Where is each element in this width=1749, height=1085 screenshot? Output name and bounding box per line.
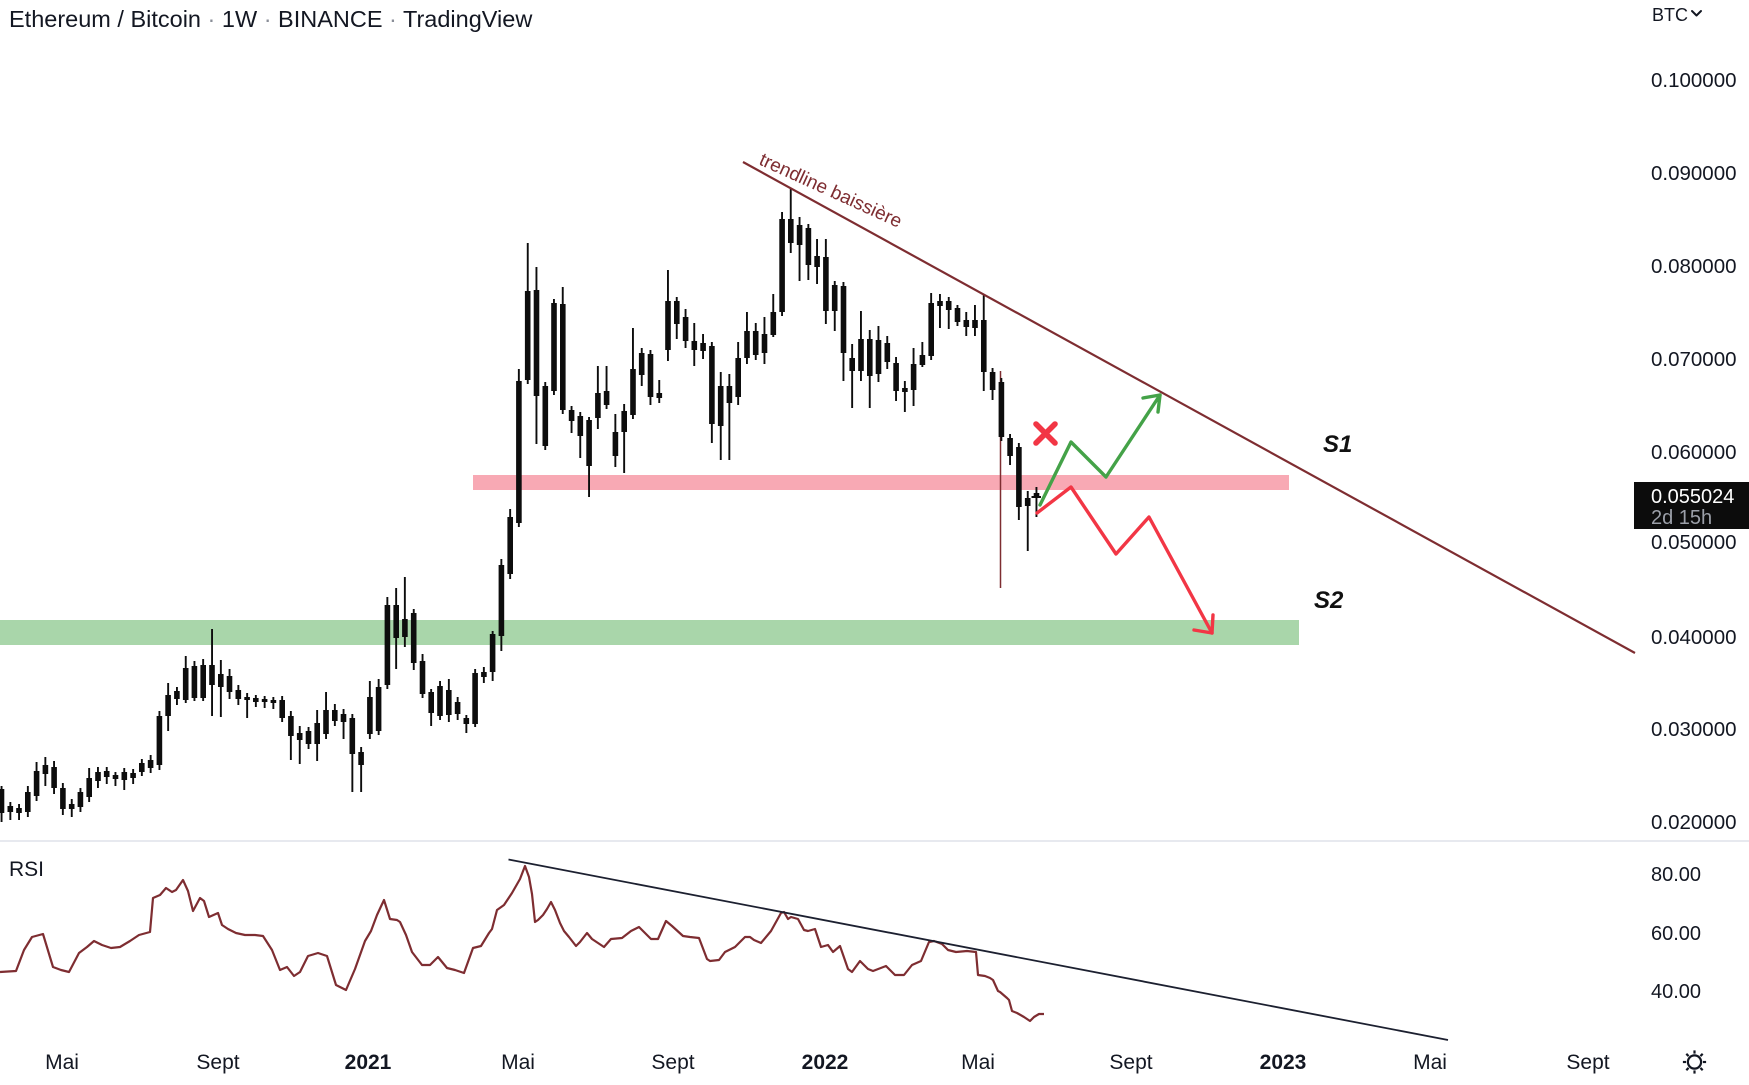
svg-text:Mai: Mai: [961, 1051, 995, 1074]
svg-text:2022: 2022: [802, 1051, 849, 1074]
svg-text:S2: S2: [1314, 587, 1344, 614]
svg-text:2023: 2023: [1260, 1051, 1307, 1074]
svg-text:0.100000: 0.100000: [1651, 69, 1737, 92]
svg-text:RSI: RSI: [9, 858, 44, 881]
svg-text:Sept: Sept: [1109, 1051, 1152, 1074]
svg-text:2021: 2021: [345, 1051, 392, 1074]
svg-text:0.050000: 0.050000: [1651, 531, 1737, 554]
svg-text:Mai: Mai: [1413, 1051, 1447, 1074]
svg-text:BTC: BTC: [1652, 5, 1688, 25]
svg-text:Sept: Sept: [1566, 1051, 1609, 1074]
svg-text:80.00: 80.00: [1651, 864, 1701, 886]
svg-text:40.00: 40.00: [1651, 981, 1701, 1003]
svg-text:0.030000: 0.030000: [1651, 718, 1737, 741]
svg-text:0.080000: 0.080000: [1651, 255, 1737, 278]
svg-text:Sept: Sept: [196, 1051, 239, 1074]
svg-text:S1: S1: [1323, 431, 1352, 458]
svg-text:Mai: Mai: [501, 1051, 535, 1074]
svg-text:0.070000: 0.070000: [1651, 348, 1737, 371]
svg-text:60.00: 60.00: [1651, 923, 1701, 945]
svg-text:2d 15h: 2d 15h: [1651, 507, 1712, 529]
svg-text:Ethereum / Bitcoin · 1W · BINA: Ethereum / Bitcoin · 1W · BINANCE · Trad…: [9, 6, 533, 32]
svg-text:0.060000: 0.060000: [1651, 441, 1737, 464]
svg-text:0.055024: 0.055024: [1651, 486, 1734, 508]
svg-text:0.090000: 0.090000: [1651, 162, 1737, 185]
svg-text:0.040000: 0.040000: [1651, 626, 1737, 649]
svg-text:Sept: Sept: [651, 1051, 694, 1074]
svg-text:Mai: Mai: [45, 1051, 79, 1074]
svg-text:0.020000: 0.020000: [1651, 811, 1737, 834]
